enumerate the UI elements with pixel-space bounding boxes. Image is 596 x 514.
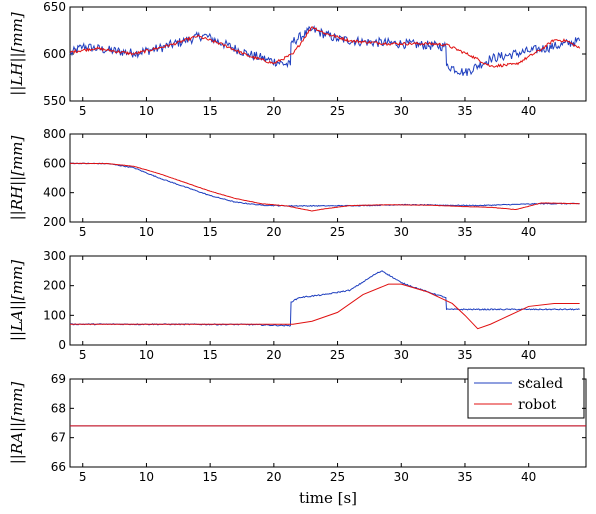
- ytick-label: 69: [51, 372, 66, 386]
- xtick-label: 30: [394, 348, 409, 362]
- series-line-scaled-rh: [69, 162, 580, 207]
- series-line-robot-la: [70, 283, 580, 330]
- xtick-label: 5: [79, 225, 87, 239]
- ytick-label: 400: [43, 186, 66, 200]
- xtick-label: 35: [457, 225, 472, 239]
- series-line-robot-rh: [69, 162, 580, 212]
- xtick-label: 10: [139, 470, 154, 484]
- ytick-label: 300: [43, 249, 66, 263]
- xtick-label: 20: [266, 104, 281, 118]
- xtick-label: 20: [266, 348, 281, 362]
- ytick-label: 200: [43, 215, 66, 229]
- ylabel-la: ||LA||[mm]: [8, 260, 26, 341]
- xtick-label: 25: [330, 348, 345, 362]
- xtick-label: 15: [203, 104, 218, 118]
- xtick-label: 35: [457, 470, 472, 484]
- ytick-label: 200: [43, 279, 66, 293]
- xtick-label: 40: [521, 470, 536, 484]
- ylabel-ra: ||RA||[mm]: [8, 382, 26, 465]
- xtick-label: 40: [521, 348, 536, 362]
- xtick-label: 25: [330, 104, 345, 118]
- axes-box-lh: [69, 6, 587, 102]
- xtick-label: 40: [521, 104, 536, 118]
- xtick-label: 35: [457, 104, 472, 118]
- axes-box-rh: [69, 133, 587, 223]
- xtick-label: 25: [330, 470, 345, 484]
- xtick-label: 30: [394, 470, 409, 484]
- ytick-label: 66: [51, 460, 66, 474]
- subplot-rh: ||RH||[mm] 5 10 15 20 25 30 35 40 200 400 600 800: [8, 127, 587, 239]
- subplot-ra: ||RA||[mm] time [s] scaled robot 5 10 15 20…: [8, 367, 587, 507]
- xtick-label: 30: [394, 104, 409, 118]
- ytick-label: 650: [43, 0, 66, 14]
- xtick-label: 15: [203, 348, 218, 362]
- ytick-label: 100: [43, 308, 66, 322]
- xtick-label: 35: [457, 348, 472, 362]
- series-line-robot-lh: [69, 26, 581, 68]
- legend-label-robot: robot: [518, 397, 557, 413]
- ytick-label: 600: [43, 47, 66, 61]
- axes-box-la: [69, 255, 587, 346]
- xtick-label: 30: [394, 225, 409, 239]
- xtick-label: 10: [139, 225, 154, 239]
- ylabel-rh: ||RH||[mm]: [8, 135, 26, 220]
- xtick-label: 15: [203, 470, 218, 484]
- ytick-label: 550: [43, 94, 66, 108]
- xtick-label: 10: [139, 348, 154, 362]
- ytick-label: 67: [51, 431, 66, 445]
- xtick-label: 5: [79, 348, 87, 362]
- legend-box: [467, 367, 585, 419]
- subplot-lh: ||LH||[mm] 5 10 15 20 25 30 35 40 550 600 650: [8, 0, 587, 118]
- xtick-label: 15: [203, 225, 218, 239]
- axes-box-ra: [69, 378, 587, 468]
- xtick-label: 25: [330, 225, 345, 239]
- ytick-label: 800: [43, 127, 66, 141]
- xtick-label: 5: [79, 470, 87, 484]
- xtick-label: 20: [266, 470, 281, 484]
- xtick-label: 10: [139, 104, 154, 118]
- subplot-la: ||LA||[mm] 5 10 15 20 25 30 35 40 0 100 200 300: [8, 249, 587, 362]
- ytick-label: 600: [43, 156, 66, 170]
- legend-label-scaled: scaled: [518, 376, 563, 392]
- xlabel-time: time [s]: [299, 489, 357, 507]
- xtick-label: 40: [521, 225, 536, 239]
- ytick-label: 68: [51, 401, 66, 415]
- ylabel-lh: ||LH||[mm]: [8, 12, 26, 96]
- ytick-label: 0: [58, 338, 66, 352]
- legend: scaled robot: [467, 367, 585, 419]
- xtick-label: 5: [79, 104, 87, 118]
- xtick-label: 20: [266, 225, 281, 239]
